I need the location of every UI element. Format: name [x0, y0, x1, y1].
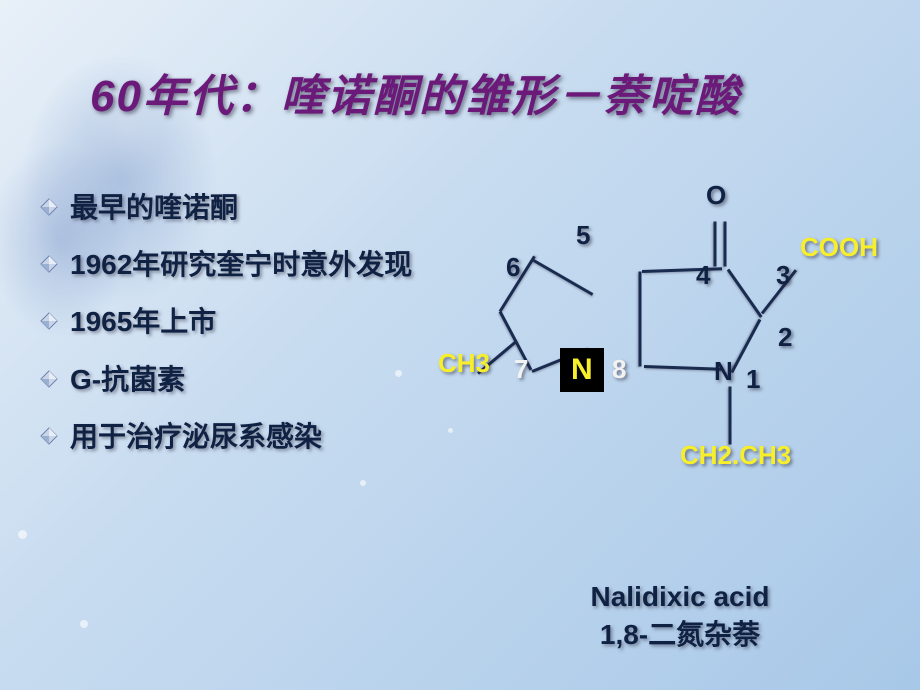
group-label-ch3: CH3: [438, 348, 490, 379]
decorative-dot: [80, 620, 88, 628]
group-label-cooh: COOH: [800, 232, 878, 263]
bullet-list: 最早的喹诺酮 1962年研究奎宁时意外发现 1965年上市 G-抗菌素: [40, 188, 440, 474]
position-label-6: 6: [506, 252, 520, 283]
bond-line: [531, 258, 593, 296]
atom-label-N: N: [714, 356, 733, 387]
chemical-structure-diagram: O COOH 5 6 4 3 2 1 7 8 CH3 N N CH2.CH3: [460, 180, 900, 580]
slide-title: 60年代：喹诺酮的雏形－萘啶酸: [90, 60, 890, 124]
atom-label-N-boxed: N: [560, 348, 604, 392]
bond-line: [714, 222, 717, 267]
diamond-bullet-icon: [40, 312, 58, 330]
bullet-text: G-抗菌素: [70, 360, 185, 399]
position-label-2: 2: [778, 322, 792, 353]
decorative-dot: [360, 480, 366, 486]
caption-line-1: Nalidixic acid: [480, 578, 880, 616]
bullet-item: 1962年研究奎宁时意外发现: [40, 245, 440, 284]
position-label-7: 7: [514, 354, 528, 385]
diamond-bullet-icon: [40, 427, 58, 445]
group-label-ch2ch3: CH2.CH3: [680, 440, 791, 471]
bond-line: [729, 387, 732, 445]
diamond-bullet-icon: [40, 255, 58, 273]
position-label-3: 3: [776, 260, 790, 291]
bond-line: [724, 222, 727, 267]
bullet-item: 最早的喹诺酮: [40, 188, 440, 227]
bullet-text: 用于治疗泌尿系感染: [70, 417, 322, 456]
atom-label-oxygen: O: [706, 180, 726, 211]
position-label-8: 8: [612, 354, 626, 385]
bullet-text: 最早的喹诺酮: [70, 188, 238, 227]
bond-line: [639, 272, 642, 367]
diamond-bullet-icon: [40, 198, 58, 216]
decorative-dot: [18, 530, 27, 539]
diamond-bullet-icon: [40, 370, 58, 388]
position-label-5: 5: [576, 220, 590, 251]
bullet-text: 1962年研究奎宁时意外发现: [70, 245, 412, 284]
caption-line-2: 1,8-二氮杂萘: [480, 616, 880, 654]
bullet-item: 用于治疗泌尿系感染: [40, 417, 440, 456]
compound-caption: Nalidixic acid 1,8-二氮杂萘: [480, 578, 880, 654]
position-label-4: 4: [696, 260, 710, 291]
bond-line: [727, 269, 763, 318]
bullet-item: G-抗菌素: [40, 360, 440, 399]
bullet-text: 1965年上市: [70, 302, 216, 341]
decorative-dot: [448, 428, 453, 433]
bullet-item: 1965年上市: [40, 302, 440, 341]
position-label-1: 1: [746, 364, 760, 395]
bond-line: [644, 365, 722, 371]
